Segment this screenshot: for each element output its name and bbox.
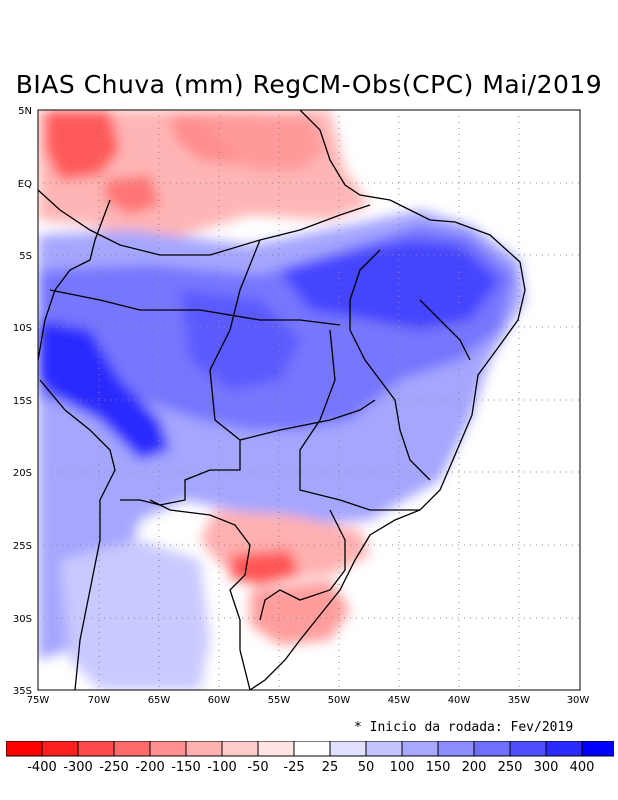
x-tick: 65W [148,695,171,706]
y-axis-ticks: 5N EQ 5S 10S 15S 20S 25S 30S 35S [13,106,32,697]
colorbar-swatch [401,741,439,757]
colorbar-label: -400 [27,760,57,775]
colorbar-swatch [293,741,331,757]
bias-map: 75W 70W 65W 60W 55W 50W 45W 40W 35W 30W … [13,106,590,706]
colorbar-label: 50 [358,760,375,775]
colorbar-swatch [545,741,583,757]
colorbar-label: -150 [171,760,201,775]
colorbar-label: -300 [63,760,93,775]
colorbar-label: 250 [498,760,523,775]
x-axis-ticks: 75W 70W 65W 60W 55W 50W 45W 40W 35W 30W [27,695,590,706]
colorbar-swatch [185,741,223,757]
colorbar-label: -200 [135,760,165,775]
map-title: BIAS Chuva (mm) RegCM-Obs(CPC) Mai/2019 [15,70,603,99]
colorbar-label: -100 [207,760,237,775]
x-tick: 60W [208,695,231,706]
y-tick: 5N [18,106,32,117]
colorbar-boxes [6,741,614,757]
y-tick: 30S [13,614,32,625]
colorbar-swatch [509,741,547,757]
colorbar: -400 -300 -250 -200 -150 -100 -50 -25 25 50 100 150… [6,741,614,775]
colorbar-label: -50 [247,760,268,775]
y-tick: EQ [18,179,32,190]
x-tick: 45W [388,695,411,706]
graticule [38,110,580,690]
y-tick: 25S [13,541,32,552]
colorbar-label: 400 [570,760,595,775]
colorbar-label: 25 [322,760,339,775]
colorbar-swatch [329,741,367,757]
colorbar-swatch [365,741,403,757]
x-tick: 55W [268,695,291,706]
x-tick: 75W [27,695,50,706]
colorbar-swatch [41,741,79,757]
colorbar-labels: -400 -300 -250 -200 -150 -100 -50 -25 25 50 100 150… [27,760,594,775]
colorbar-swatch [149,741,187,757]
x-tick: 30W [567,695,590,706]
x-tick: 50W [328,695,351,706]
x-tick: 35W [508,695,531,706]
x-tick: 40W [448,695,471,706]
y-tick: 5S [19,251,32,262]
colorbar-label: -250 [99,760,129,775]
colorbar-swatch [473,741,511,757]
colorbar-label: 150 [426,760,451,775]
coastline-and-borders [38,110,526,690]
colorbar-label: 300 [534,760,559,775]
y-tick: 10S [13,323,32,334]
y-tick: 15S [13,396,32,407]
colorbar-label: 100 [390,760,415,775]
colorbar-swatch [6,741,43,757]
y-tick: 20S [13,468,32,479]
colorbar-swatch [77,741,115,757]
run-start-note: * Inicio da rodada: Fev/2019 [354,720,574,735]
colorbar-swatch [257,741,295,757]
colorbar-label: -25 [283,760,304,775]
x-tick: 70W [88,695,111,706]
colorbar-label: 200 [462,760,487,775]
colorbar-swatch [581,741,614,757]
colorbar-swatch [221,741,259,757]
colorbar-swatch [113,741,151,757]
colorbar-swatch [437,741,475,757]
y-tick: 35S [13,686,32,697]
